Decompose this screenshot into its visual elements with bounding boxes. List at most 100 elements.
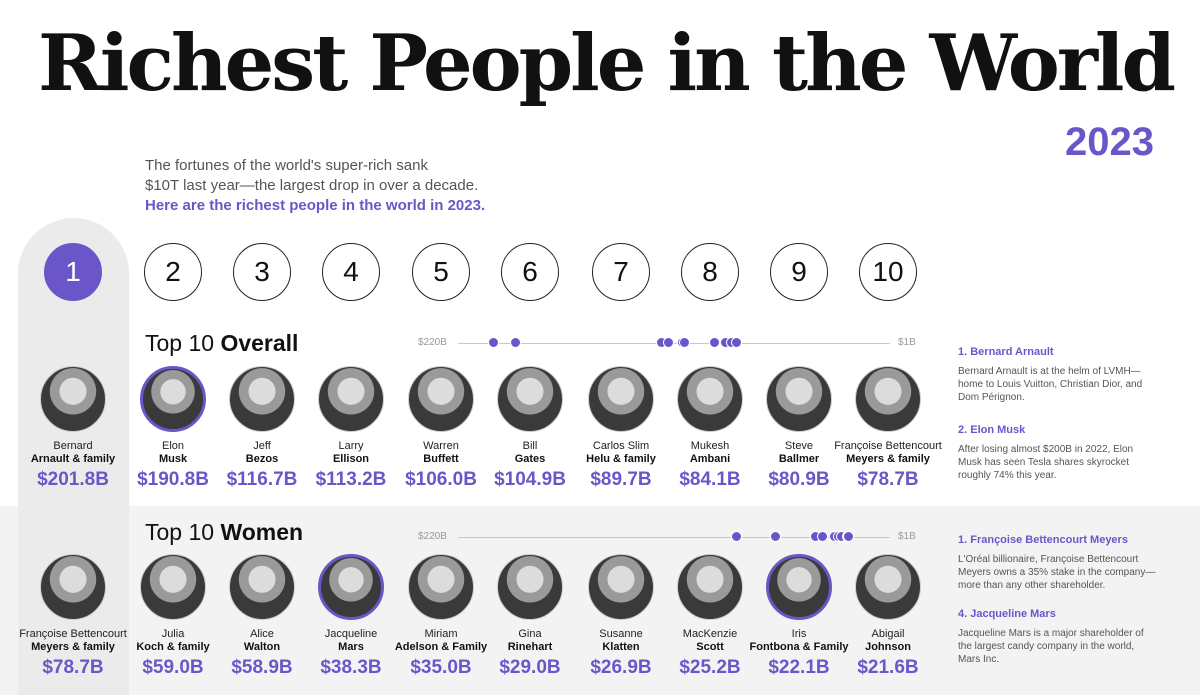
women-note-2-heading: 4. Jacqueline Mars	[958, 608, 1056, 620]
overall-person-card-8: Mukesh Ambani $84.1B	[650, 366, 770, 491]
women-person-card-8: MacKenzie Scott $25.2B	[650, 554, 770, 679]
rank-circle-6: 6	[501, 243, 559, 301]
women-person-net-worth: $59.0B	[142, 657, 204, 678]
overall-person-last-name: Helu & family	[586, 453, 656, 465]
overall-person-net-worth: $201.8B	[37, 469, 109, 490]
overall-person-net-worth: $80.9B	[768, 469, 830, 490]
abigail-johnson-portrait-icon	[855, 554, 921, 620]
susanne-klatten-portrait-icon	[588, 554, 654, 620]
overall-person-first-name: Warren	[423, 440, 459, 452]
women-person-last-name: Fontbona & Family	[749, 641, 849, 653]
overall-person-first-name: Jeff	[253, 440, 271, 452]
chart-point-overall-7	[709, 337, 721, 348]
jeff-bezos-portrait-icon	[229, 366, 295, 432]
women-person-last-name: Adelson & Family	[394, 641, 488, 653]
women-person-net-worth: $35.0B	[410, 657, 472, 678]
rank-circle-9: 9	[770, 243, 828, 301]
overall-person-card-3: Jeff Bezos $116.7B	[202, 366, 322, 491]
francoise-bettencourt-meyers-portrait-icon	[40, 554, 106, 620]
warren-buffett-portrait-icon	[408, 366, 474, 432]
women-person-card-2: Julia Koch & family $59.0B	[113, 554, 233, 679]
women-note-1: 1. Françoise Bettencourt Meyers L'Oréal …	[958, 534, 1158, 592]
overall-person-card-4: Larry Ellison $113.2B	[291, 366, 411, 491]
women-person-last-name: Klatten	[602, 641, 640, 653]
overall-person-net-worth: $116.7B	[226, 469, 298, 490]
overall-person-card-6: Bill Gates $104.9B	[470, 366, 590, 491]
overall-person-first-name: Françoise Bettencourt	[834, 440, 942, 452]
overall-note-1-text: Bernard Arnault is at the helm of LVMH—h…	[958, 366, 1143, 403]
bill-gates-portrait-icon	[497, 366, 563, 432]
women-person-last-name: Johnson	[865, 641, 911, 653]
overall-person-card-5: Warren Buffett $106.0B	[381, 366, 501, 491]
overall-person-last-name: Bezos	[245, 453, 279, 465]
chart-point-overall-6	[679, 337, 691, 348]
overall-person-card-1: Bernard Arnault & family $201.8B	[13, 366, 133, 491]
overall-person-first-name: Carlos Slim	[592, 440, 650, 452]
women-person-first-name: Françoise Bettencourt	[19, 628, 127, 640]
overall-person-net-worth: $113.2B	[315, 469, 387, 490]
jacqueline-mars-portrait-icon	[318, 554, 384, 620]
women-person-last-name: Meyers & family	[31, 641, 115, 653]
intro-highlight: Here are the richest people in the world…	[145, 197, 486, 214]
overall-person-card-9: Steve Ballmer $80.9B	[739, 366, 859, 491]
overall-person-first-name: Elon	[161, 440, 185, 452]
women-person-first-name: Iris	[791, 628, 807, 640]
rank-circle-1: 1	[44, 243, 102, 301]
gina-rinehart-portrait-icon	[497, 554, 563, 620]
overall-person-net-worth: $104.9B	[494, 469, 566, 490]
women-person-net-worth: $29.0B	[499, 657, 561, 678]
women-note-1-text: L'Oréal billionaire, Françoise Bettencou…	[958, 554, 1156, 591]
miriam-adelson-portrait-icon	[408, 554, 474, 620]
overall-person-last-name: Buffett	[423, 453, 459, 465]
women-person-first-name: Susanne	[599, 628, 643, 640]
women-person-card-1: Françoise Bettencourt Meyers & family $78.…	[13, 554, 133, 679]
women-note-1-heading: 1. Françoise Bettencourt Meyers	[958, 534, 1128, 546]
chart-point-women-1	[730, 531, 742, 542]
intro-line-1: The fortunes of the world's super-rich s…	[145, 157, 428, 174]
chart-point-overall-2	[509, 337, 521, 348]
page-year: 2023	[1065, 120, 1154, 164]
overall-person-first-name: Mukesh	[690, 440, 730, 452]
chart-point-women-3	[769, 531, 781, 542]
overall-section-title: Top 10 Overall	[145, 330, 298, 357]
alice-walton-portrait-icon	[229, 554, 295, 620]
mackenzie-scott-portrait-icon	[677, 554, 743, 620]
larry-ellison-portrait-icon	[318, 366, 384, 432]
women-person-net-worth: $78.7B	[42, 657, 104, 678]
chart-point-overall-1	[487, 337, 499, 348]
chart-point-women-10	[843, 531, 855, 542]
overall-person-first-name: Steve	[784, 440, 814, 452]
women-person-card-6: Gina Rinehart $29.0B	[470, 554, 590, 679]
women-note-2-text: Jacqueline Mars is a major shareholder o…	[958, 628, 1144, 665]
women-person-first-name: MacKenzie	[682, 628, 738, 640]
overall-person-card-2: Elon Musk $190.8B	[113, 366, 233, 491]
overall-person-last-name: Ambani	[689, 453, 731, 465]
women-person-net-worth: $22.1B	[768, 657, 830, 678]
women-person-card-9: Iris Fontbona & Family $22.1B	[739, 554, 859, 679]
overall-note-2: 2. Elon Musk After losing almost $200B i…	[958, 424, 1158, 482]
carlos-slim-portrait-icon	[588, 366, 654, 432]
overall-person-last-name: Meyers & family	[846, 453, 930, 465]
women-person-card-3: Alice Walton $58.9B	[202, 554, 322, 679]
overall-person-card-10: Françoise Bettencourt Meyers & family $78.…	[828, 366, 948, 491]
women-section-title: Top 10 Women	[145, 519, 303, 546]
chart-point-overall-4	[662, 337, 674, 348]
overall-title-bold: Overall	[220, 330, 299, 356]
overall-note-1-heading: 1. Bernard Arnault	[958, 346, 1054, 358]
overall-note-2-heading: 2. Elon Musk	[958, 424, 1026, 436]
women-person-last-name: Koch & family	[136, 641, 210, 653]
rank-circle-8: 8	[681, 243, 739, 301]
women-person-net-worth: $26.9B	[590, 657, 652, 678]
iris-fontbona-portrait-icon	[766, 554, 832, 620]
women-person-first-name: Gina	[518, 628, 542, 640]
women-person-card-5: Miriam Adelson & Family $35.0B	[381, 554, 501, 679]
women-person-net-worth: $21.6B	[857, 657, 919, 678]
francoise-bettencourt-meyers-portrait-icon	[855, 366, 921, 432]
bernard-arnault-portrait-icon	[40, 366, 106, 432]
chart-point-women-5	[816, 531, 828, 542]
mukesh-ambani-portrait-icon	[677, 366, 743, 432]
page-title: Richest People in the World	[38, 18, 1176, 109]
women-person-first-name: Miriam	[424, 628, 458, 640]
women-person-last-name: Rinehart	[507, 641, 553, 653]
rank-circle-7: 7	[592, 243, 650, 301]
